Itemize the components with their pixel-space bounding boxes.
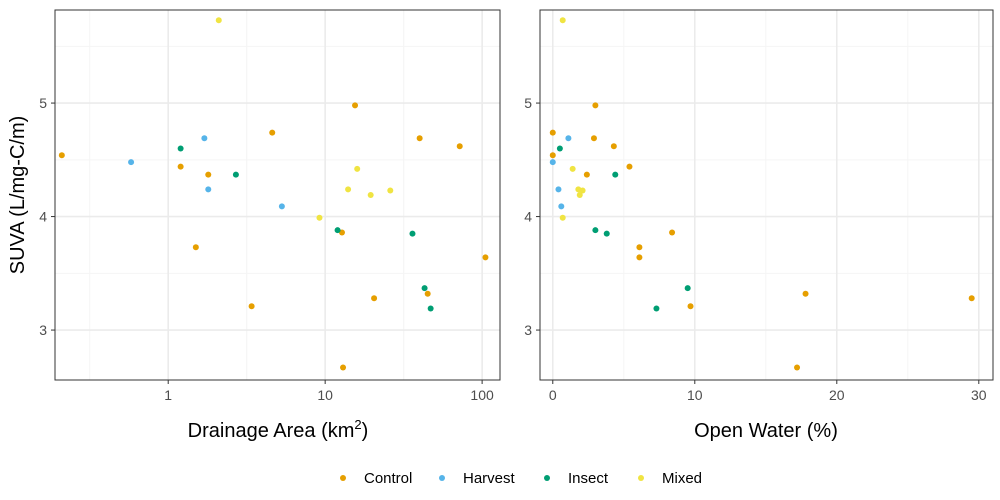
right-x-tick-label: 0 <box>549 387 557 403</box>
right-point-mixed <box>569 165 576 172</box>
right-y-tick-label: 5 <box>524 95 532 111</box>
right-point-insect <box>603 230 610 237</box>
left-point-insect <box>409 230 416 237</box>
right-point-control <box>636 254 643 261</box>
right-point-control <box>636 244 643 251</box>
legend-key-mixed <box>638 475 644 481</box>
left-point-control <box>424 290 431 297</box>
right-point-control <box>968 295 975 302</box>
left-point-control <box>177 163 184 170</box>
legend-label-harvest: Harvest <box>463 470 516 487</box>
right-point-control <box>583 171 590 178</box>
legend: Control Harvest Insect Mixed <box>340 470 702 487</box>
left-point-control <box>340 364 347 371</box>
right-point-mixed <box>559 17 566 24</box>
legend-label-control: Control <box>364 470 412 487</box>
left-point-control <box>482 254 489 261</box>
right-point-control <box>549 129 556 136</box>
left-x-tick-label: 1 <box>164 387 172 403</box>
legend-key-harvest <box>439 475 445 481</box>
right-y-tick-label: 3 <box>524 322 532 338</box>
right-point-mixed <box>576 192 583 198</box>
left-point-control <box>205 171 212 178</box>
left-x-tick-label: 100 <box>470 387 494 403</box>
left-point-harvest <box>128 159 135 166</box>
legend-label-insect: Insect <box>568 470 609 487</box>
right-panel-border <box>539 9 994 381</box>
left-point-harvest <box>278 203 285 210</box>
left-point-mixed <box>387 187 394 194</box>
right-x-axis-title: Open Water (%) <box>694 420 838 442</box>
right-x-tick-label: 20 <box>829 387 845 403</box>
legend-key-control <box>340 475 346 481</box>
right-point-control <box>610 143 617 150</box>
left-point-harvest <box>205 186 212 193</box>
left-point-mixed <box>215 17 222 24</box>
left-panel-border <box>54 9 501 381</box>
right-point-control <box>802 290 809 297</box>
right-point-harvest <box>558 203 565 210</box>
left-point-mixed <box>345 186 352 193</box>
right-y-tick-label: 4 <box>524 209 532 225</box>
left-point-insect <box>177 145 184 152</box>
left-point-mixed <box>354 165 361 172</box>
left-y-tick-label: 5 <box>39 95 47 111</box>
left-point-mixed <box>367 192 374 198</box>
right-point-mixed <box>579 187 586 194</box>
right-point-control <box>626 163 633 170</box>
right-point-harvest <box>565 135 572 142</box>
left-point-insect <box>334 227 341 234</box>
right-point-insect <box>653 305 660 312</box>
right-point-harvest <box>549 159 556 166</box>
right-point-insect <box>684 285 691 292</box>
left-point-mixed <box>316 214 323 221</box>
right-panel: 0 10 20 30 3 4 5 <box>524 9 994 403</box>
right-point-insect <box>592 227 599 234</box>
left-point-harvest <box>201 135 208 142</box>
right-x-tick-label: 30 <box>971 387 987 403</box>
right-point-control <box>590 135 597 142</box>
right-point-mixed <box>559 214 566 221</box>
left-point-control <box>192 244 199 251</box>
left-point-insect <box>421 285 428 292</box>
right-point-insect <box>556 145 563 152</box>
left-point-insect <box>427 305 434 312</box>
legend-key-insect <box>544 475 550 481</box>
left-point-insect <box>232 171 239 178</box>
y-axis-title: SUVA (L/mg-C/m) <box>7 116 29 275</box>
left-x-axis-title-superscript: 2 <box>354 417 361 432</box>
left-x-axis-title: Drainage Area (km2) <box>188 417 369 442</box>
right-point-control <box>794 364 801 371</box>
right-point-control <box>592 102 599 109</box>
right-x-tick-label: 10 <box>687 387 703 403</box>
left-point-control <box>416 135 423 142</box>
left-point-control <box>456 143 463 150</box>
left-point-control <box>352 102 359 109</box>
left-y-tick-label: 3 <box>39 322 47 338</box>
left-point-control <box>248 303 255 310</box>
legend-label-mixed: Mixed <box>662 470 702 487</box>
right-point-insect <box>612 171 619 178</box>
left-point-control <box>269 129 276 136</box>
left-panel: 1 10 100 3 4 5 <box>39 9 501 403</box>
right-point-control <box>669 229 676 236</box>
right-point-harvest <box>555 186 562 193</box>
left-point-control <box>371 295 378 302</box>
right-point-control <box>687 303 694 310</box>
left-x-tick-label: 10 <box>317 387 333 403</box>
left-y-tick-label: 4 <box>39 209 47 225</box>
right-point-control <box>549 152 556 159</box>
left-point-control <box>58 152 65 159</box>
